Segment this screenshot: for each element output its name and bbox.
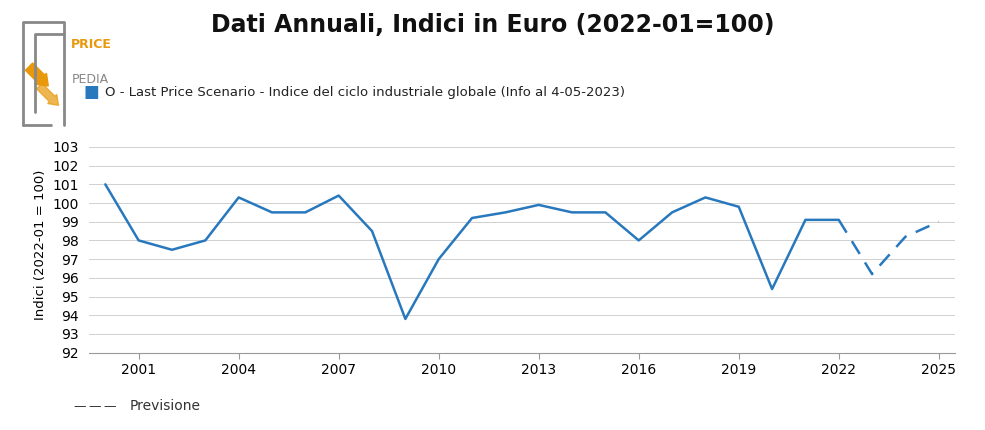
FancyArrow shape — [26, 63, 48, 86]
Text: —: — — [89, 400, 101, 413]
Text: Dati Annuali, Indici in Euro (2022-01=100): Dati Annuali, Indici in Euro (2022-01=10… — [211, 13, 774, 37]
FancyArrow shape — [36, 83, 58, 105]
Text: Previsione: Previsione — [130, 399, 201, 413]
Text: PRICE: PRICE — [71, 38, 112, 51]
Y-axis label: Indici (2022-01 = 100): Indici (2022-01 = 100) — [33, 170, 47, 320]
Text: —: — — [74, 400, 87, 413]
Text: PEDIA: PEDIA — [71, 73, 108, 86]
Text: ■: ■ — [84, 83, 99, 101]
Text: O - Last Price Scenario - Indice del ciclo industriale globale (Info al 4-05-202: O - Last Price Scenario - Indice del cic… — [105, 86, 625, 99]
Text: —: — — [103, 400, 116, 413]
